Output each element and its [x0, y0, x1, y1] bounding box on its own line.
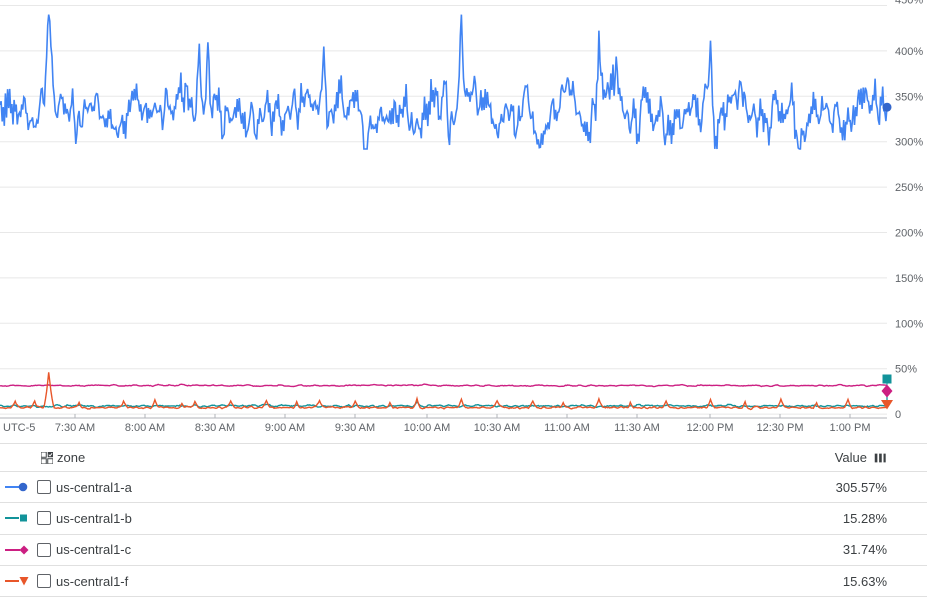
svg-text:12:00 PM: 12:00 PM: [686, 422, 733, 434]
svg-text:12:30 PM: 12:30 PM: [756, 422, 803, 434]
svg-text:300%: 300%: [895, 137, 923, 149]
svg-text:UTC-5: UTC-5: [3, 422, 35, 434]
svg-text:450%: 450%: [895, 0, 923, 7]
svg-text:8:30 AM: 8:30 AM: [195, 422, 235, 434]
svg-text:100%: 100%: [895, 318, 923, 330]
svg-text:400%: 400%: [895, 46, 923, 58]
svg-text:350%: 350%: [895, 91, 923, 103]
svg-text:11:00 AM: 11:00 AM: [544, 422, 590, 434]
svg-text:10:00 AM: 10:00 AM: [404, 422, 450, 434]
svg-text:0: 0: [895, 409, 901, 421]
svg-text:7:30 AM: 7:30 AM: [55, 422, 95, 434]
svg-text:11:30 AM: 11:30 AM: [614, 422, 660, 434]
svg-text:150%: 150%: [895, 273, 923, 285]
svg-text:250%: 250%: [895, 182, 923, 194]
svg-text:50%: 50%: [895, 364, 917, 376]
svg-text:9:00 AM: 9:00 AM: [265, 422, 305, 434]
svg-text:9:30 AM: 9:30 AM: [335, 422, 375, 434]
svg-text:10:30 AM: 10:30 AM: [474, 422, 520, 434]
svg-text:200%: 200%: [895, 228, 923, 240]
svg-text:1:00 PM: 1:00 PM: [830, 422, 871, 434]
svg-text:8:00 AM: 8:00 AM: [125, 422, 165, 434]
